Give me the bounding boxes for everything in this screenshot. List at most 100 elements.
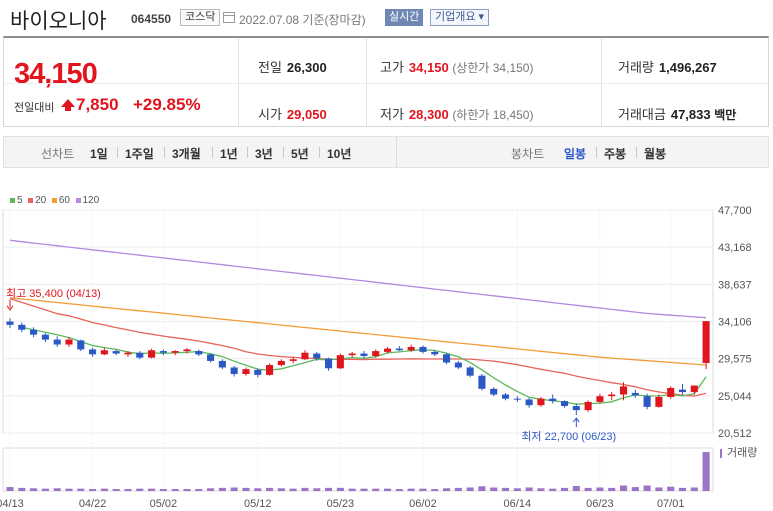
separator: [117, 147, 118, 158]
separator: [247, 147, 248, 158]
volume-bar: [41, 488, 49, 491]
volume-bar: [643, 485, 651, 491]
volume-bar: [124, 489, 132, 491]
volume-bar: [242, 487, 250, 491]
volume-bar: [501, 487, 510, 491]
candle-body: [596, 396, 604, 402]
low-annotation: 최저 22,700 (06/23): [521, 430, 616, 443]
candle-body: [325, 358, 333, 369]
volume-bar: [431, 489, 439, 491]
period-bar: 선차트 1일 1주일 3개월 1년 3년 5년 10년 봉차트 일봉 주봉 월봉: [3, 136, 769, 168]
realtime-button[interactable]: 실시간: [385, 9, 424, 26]
candle-body: [348, 353, 356, 356]
high-arrow-head: [6, 305, 14, 311]
volume-bar: [183, 489, 191, 491]
row-divider: [4, 83, 768, 84]
open-price: 시가 29,050: [258, 107, 327, 122]
candle-chart-label: 봉차트: [511, 147, 545, 161]
volume-bar: [454, 487, 462, 491]
volume-label: 거래량: [727, 446, 757, 459]
candle-body: [289, 359, 297, 361]
candle-body: [608, 394, 616, 397]
market-badge: 코스닥: [180, 9, 221, 26]
candle-weekly[interactable]: 주봉: [604, 147, 627, 161]
candle-body: [313, 353, 321, 359]
volume-bar: [360, 488, 368, 491]
volume-bar: [148, 488, 156, 491]
period-5y[interactable]: 5년: [291, 147, 309, 161]
candle-body: [41, 334, 49, 340]
candle-body: [171, 351, 179, 353]
candle-body: [667, 387, 675, 398]
separator: [319, 147, 320, 158]
volume-bar: [619, 485, 628, 491]
volume-bar: [100, 488, 108, 491]
volume-bar: [525, 487, 533, 491]
candle-body: [537, 398, 545, 406]
volume-legend-mark: [720, 449, 722, 458]
candle-body: [207, 354, 215, 361]
y-tick-label: 29,575: [718, 354, 752, 366]
candle-body: [65, 339, 73, 345]
candle-body: [195, 351, 203, 355]
period-3y[interactable]: 3년: [255, 147, 273, 161]
y-tick-label: 47,700: [718, 205, 752, 217]
candle-body: [124, 352, 132, 355]
volume-bar: [159, 489, 167, 491]
high-annotation: 최고 35,400 (04/13): [6, 287, 101, 300]
change-value: 7,850: [76, 95, 119, 114]
high-price: 고가 34,150 (상한가 34,150): [380, 60, 534, 75]
volume-bar: [584, 487, 592, 491]
ma5-line: [21, 326, 707, 405]
volume-bar: [419, 488, 427, 491]
candle-body: [372, 351, 380, 356]
candle-daily[interactable]: 일봉: [564, 147, 587, 161]
company-name: 바이오니아: [10, 10, 107, 33]
low-price: 저가 28,300 (하한가 18,450): [380, 107, 534, 122]
volume-bar: [65, 488, 73, 491]
candle-body: [549, 398, 557, 402]
candle-body: [230, 367, 238, 375]
candle-body: [431, 351, 439, 355]
x-tick-label: 06/14: [504, 498, 532, 510]
candle-body: [454, 362, 462, 368]
volume-bar: [702, 452, 710, 491]
change-label: 전일대비: [14, 102, 55, 114]
candle-body: [478, 375, 486, 389]
candle-monthly[interactable]: 월봉: [644, 147, 667, 161]
ma120-line: [9, 239, 707, 319]
ma-legend: 5 20 60 120: [10, 195, 99, 206]
period-1y[interactable]: 1년: [220, 147, 238, 161]
candle-body: [584, 401, 592, 411]
volume-bar: [230, 487, 238, 491]
volume-bar: [89, 489, 97, 491]
stock-chart: 47,700 43,168 38,637 34,106 29,575 25,044 20,5…: [0, 205, 757, 510]
volume-bar: [18, 487, 26, 491]
period-1d[interactable]: 1일: [90, 147, 108, 161]
volume-pane-frame: [2, 447, 714, 492]
candle-body: [490, 388, 498, 395]
separator: [164, 147, 165, 158]
x-tick-label: 05/12: [244, 498, 272, 510]
prev-close: 전일 26,300: [258, 60, 327, 75]
candle-body: [572, 406, 580, 411]
candle-body: [112, 351, 120, 354]
candle-body: [643, 396, 651, 407]
candle-body: [301, 352, 309, 360]
candle-body: [53, 339, 61, 345]
volume-bar: [254, 488, 262, 491]
candle-body: [148, 350, 156, 358]
period-3m[interactable]: 3개월: [172, 147, 201, 161]
candle-body: [159, 351, 167, 353]
volume-bar: [596, 487, 604, 491]
volume-bar: [266, 487, 274, 491]
period-10y[interactable]: 10년: [327, 147, 352, 161]
volume-bar: [77, 488, 85, 491]
period-1w[interactable]: 1주일: [125, 147, 154, 161]
candle-body: [336, 355, 344, 369]
y-tick-label: 25,044: [718, 391, 752, 403]
volume-bar: [466, 487, 474, 491]
volume-bar: [572, 485, 580, 491]
volume-bar: [218, 487, 226, 491]
corp-overview-dropdown[interactable]: 기업개요 ▾: [430, 9, 490, 26]
